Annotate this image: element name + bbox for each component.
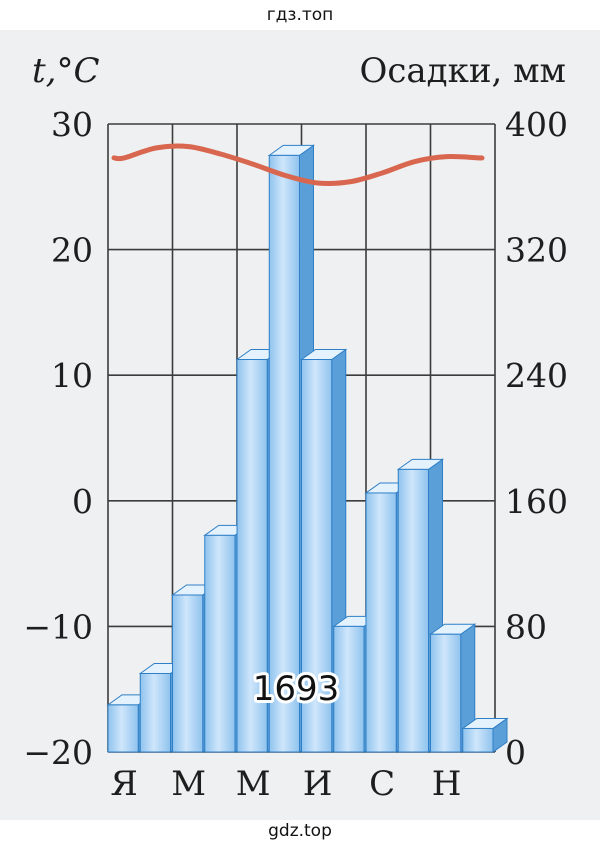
right-axis-tick-label: 240 [505,356,568,395]
month-label: Я [110,764,137,804]
month-label: М [171,764,206,804]
bar-front [139,673,171,753]
bar-front [204,534,236,753]
watermark-bottom: gdz.top [268,821,332,841]
right-axis-label: Осадки, мм [359,51,566,91]
bar-front [107,704,139,753]
bar-front [462,727,494,753]
left-axis-tick-label: 20 [51,231,93,270]
bar-front [172,594,204,753]
left-axis-tick-label: −10 [23,607,93,646]
watermark-top: гдз.топ [267,5,334,25]
annual-precipitation-total: 1693 [253,669,340,709]
month-label: М [236,764,271,804]
month-label: С [369,764,395,804]
left-axis-tick-label: 10 [51,356,93,395]
left-axis-ticks: 30 20 10 0 −10 −20 [23,105,93,772]
right-axis-tick-label: 0 [505,733,526,772]
month-label: Н [432,764,462,804]
right-axis-tick-label: 320 [505,231,568,270]
precipitation-bars [106,144,509,753]
precipitation-bar [299,348,348,753]
bar-front [236,359,268,753]
temperature-line [111,143,485,187]
left-axis-tick-label: −20 [23,733,93,772]
bar-front [268,154,300,753]
right-axis-tick-label: 160 [505,482,568,521]
month-label: И [303,764,333,804]
precipitation-bar [461,717,509,753]
bar-front [397,468,429,753]
right-axis-ticks: 400 320 240 160 80 0 [505,105,568,772]
bar-front [430,633,462,753]
right-axis-tick-label: 80 [505,607,547,646]
right-axis-tick-label: 400 [505,105,568,144]
left-axis-label: t,°C [32,51,100,91]
precipitation-bar [428,623,477,753]
left-axis-tick-label: 30 [51,105,93,144]
bar-front [301,359,333,753]
bar-front [365,492,397,753]
left-axis-tick-label: 0 [72,482,93,521]
bar-front [333,625,365,753]
